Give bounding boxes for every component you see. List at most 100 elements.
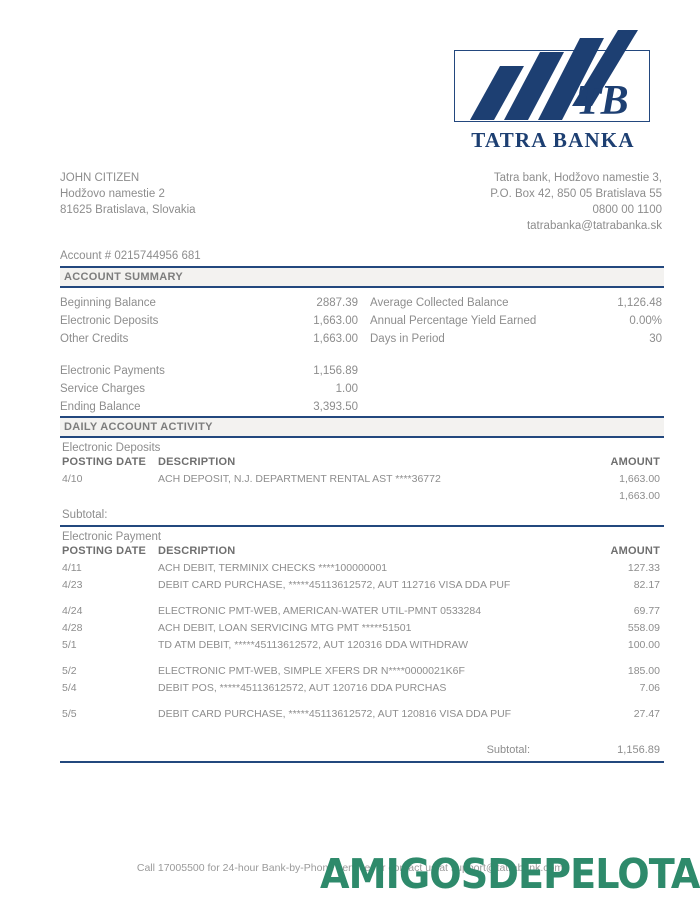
summary-value: 1.00 bbox=[335, 383, 358, 395]
table-row: 5/1 TD ATM DEBIT, *****45113612572, AUT … bbox=[60, 637, 664, 654]
cell-date: 5/4 bbox=[62, 682, 77, 694]
table-row: 4/23 DEBIT CARD PURCHASE, *****451136125… bbox=[60, 577, 664, 594]
cell-amount: 69.77 bbox=[633, 605, 660, 617]
table-row: 4/28 ACH DEBIT, LOAN SERVICING MTG PMT *… bbox=[60, 620, 664, 637]
logo-bank-name: TATRA BANKA bbox=[471, 128, 635, 152]
table-row: 4/24 ELECTRONIC PMT-WEB, AMERICAN-WATER … bbox=[60, 603, 664, 620]
payments-table-header: POSTING DATE DESCRIPTION AMOUNT bbox=[60, 545, 664, 560]
account-number-line: Account # 0215744956 681 bbox=[60, 250, 201, 262]
table-row: 4/11 ACH DEBIT, TERMINIX CHECKS ****1000… bbox=[60, 560, 664, 577]
cell-amount: 185.00 bbox=[627, 665, 660, 677]
column-header-amount: AMOUNT bbox=[610, 456, 660, 468]
summary-row: Average Collected Balance 1,126.48 bbox=[370, 294, 664, 312]
summary-label: Electronic Payments bbox=[60, 365, 165, 377]
cell-description: ELECTRONIC PMT-WEB, SIMPLE XFERS DR N***… bbox=[158, 665, 465, 677]
section-title-electronic-deposits: Electronic Deposits bbox=[62, 442, 161, 454]
bank-address-line2: P.O. Box 42, 850 05 Bratislava 55 bbox=[490, 188, 662, 200]
cell-amount: 558.09 bbox=[627, 622, 660, 634]
cell-amount: 1,663.00 bbox=[619, 473, 660, 485]
row-spacer bbox=[60, 723, 664, 732]
section-divider bbox=[60, 525, 664, 527]
section-divider bbox=[60, 761, 664, 763]
table-row: 5/4 DEBIT POS, *****45113612572, AUT 120… bbox=[60, 680, 664, 697]
cell-date: 5/5 bbox=[62, 708, 77, 720]
customer-address-block: JOHN CITIZEN Hodžovo namestie 2 81625 Br… bbox=[60, 170, 196, 218]
summary-value: 1,663.00 bbox=[313, 333, 358, 345]
cell-amount: 27.47 bbox=[633, 708, 660, 720]
bank-phone: 0800 00 1100 bbox=[592, 204, 663, 216]
deposits-subtotal-amount-row: 1,663.00 bbox=[60, 488, 664, 505]
summary-value: 30 bbox=[649, 333, 662, 345]
row-spacer bbox=[60, 732, 664, 741]
cell-date: 5/2 bbox=[62, 665, 77, 677]
customer-address-line1: Hodžovo namestie 2 bbox=[60, 188, 165, 200]
summary-label: Average Collected Balance bbox=[370, 297, 509, 309]
summary-label: Service Charges bbox=[60, 383, 146, 395]
summary-row: Days in Period 30 bbox=[370, 330, 664, 348]
account-summary-heading: ACCOUNT SUMMARY bbox=[60, 266, 664, 288]
column-header-posting-date: POSTING DATE bbox=[62, 456, 147, 468]
cell-description: ACH DEBIT, TERMINIX CHECKS ****100000001 bbox=[158, 562, 388, 574]
cell-amount: 7.06 bbox=[639, 682, 660, 694]
deposits-subtotal-label: Subtotal: bbox=[62, 509, 108, 521]
summary-label: Annual Percentage Yield Earned bbox=[370, 315, 537, 327]
payments-subtotal-row: Subtotal: 1,156.89 bbox=[60, 741, 664, 759]
payments-subtotal-label: Subtotal: bbox=[486, 744, 530, 756]
customer-address-line2: 81625 Bratislava, Slovakia bbox=[60, 204, 196, 216]
summary-left-column: Beginning Balance 2887.39 Electronic Dep… bbox=[60, 294, 362, 416]
cell-date: 4/10 bbox=[62, 473, 83, 485]
logo-frame bbox=[454, 50, 650, 122]
cell-date: 4/28 bbox=[62, 622, 83, 634]
cell-date: 5/1 bbox=[62, 639, 77, 651]
payments-subtotal-amount: 1,156.89 bbox=[617, 744, 660, 756]
footer-text: Call 17005500 for 24-hour Bank-by-Phone … bbox=[136, 862, 564, 874]
summary-value: 1,663.00 bbox=[313, 315, 358, 327]
column-header-posting-date: POSTING DATE bbox=[62, 545, 147, 557]
logo-diagonal-bars-icon bbox=[470, 30, 638, 120]
summary-value: 1,156.89 bbox=[313, 365, 358, 377]
summary-row: Electronic Payments 1,156.89 bbox=[60, 362, 362, 380]
summary-row: Service Charges 1.00 bbox=[60, 380, 362, 398]
cell-description: ELECTRONIC PMT-WEB, AMERICAN-WATER UTIL-… bbox=[158, 605, 482, 617]
daily-account-activity-heading: DAILY ACCOUNT ACTIVITY bbox=[60, 416, 664, 438]
deposits-subtotal-amount: 1,663.00 bbox=[619, 490, 660, 502]
statement-body: Account # 0215744956 681 ACCOUNT SUMMARY… bbox=[60, 250, 664, 763]
summary-value: 0.00% bbox=[629, 315, 662, 327]
row-spacer bbox=[60, 594, 664, 603]
table-row: 4/10 ACH DEPOSIT, N.J. DEPARTMENT RENTAL… bbox=[60, 471, 664, 488]
cell-description: ACH DEPOSIT, N.J. DEPARTMENT RENTAL AST … bbox=[158, 473, 441, 485]
column-header-amount: AMOUNT bbox=[610, 545, 660, 557]
column-header-description: DESCRIPTION bbox=[158, 456, 236, 468]
cell-description: TD ATM DEBIT, *****45113612572, AUT 1203… bbox=[158, 639, 469, 651]
cell-description: DEBIT POS, *****45113612572, AUT 120716 … bbox=[158, 682, 447, 694]
summary-row: Other Credits 1,663.00 bbox=[60, 330, 362, 348]
cell-amount: 127.33 bbox=[627, 562, 660, 574]
summary-row: Beginning Balance 2887.39 bbox=[60, 294, 362, 312]
summary-label: Electronic Deposits bbox=[60, 315, 159, 327]
cell-date: 4/11 bbox=[62, 562, 82, 574]
section-title-electronic-payment: Electronic Payment bbox=[62, 531, 162, 543]
tatra-banka-logo: TB TATRA BANKA bbox=[448, 28, 658, 152]
row-spacer bbox=[60, 697, 664, 706]
watermark-overlay: AMIGOSDEPELOTAS.COM bbox=[320, 852, 700, 896]
bank-email: tatrabanka@tatrabanka.sk bbox=[526, 220, 662, 232]
cell-date-empty bbox=[60, 488, 158, 505]
summary-spacer bbox=[60, 348, 362, 362]
bank-address-line1: Tatra bank, Hodžovo namestie 3, bbox=[493, 172, 662, 184]
summary-value: 2887.39 bbox=[316, 297, 358, 309]
account-summary-section: Beginning Balance 2887.39 Electronic Dep… bbox=[60, 288, 664, 416]
table-row: 5/5 DEBIT CARD PURCHASE, *****4511361257… bbox=[60, 706, 664, 723]
summary-row: Electronic Deposits 1,663.00 bbox=[60, 312, 362, 330]
cell-amount: 100.00 bbox=[627, 639, 660, 651]
cell-amount: 82.17 bbox=[633, 579, 660, 591]
summary-right-column: Average Collected Balance 1,126.48 Annua… bbox=[362, 294, 664, 416]
summary-value: 3,393.50 bbox=[313, 401, 358, 413]
summary-label: Beginning Balance bbox=[60, 297, 156, 309]
watermark-green-text: AMIGOSDEPELOTAS bbox=[320, 850, 700, 898]
summary-label: Other Credits bbox=[60, 333, 129, 345]
cell-description-empty bbox=[158, 488, 564, 505]
bank-address-block: Tatra bank, Hodžovo namestie 3, P.O. Box… bbox=[490, 170, 662, 234]
cell-date: 4/23 bbox=[62, 579, 83, 591]
summary-row: Annual Percentage Yield Earned 0.00% bbox=[370, 312, 664, 330]
